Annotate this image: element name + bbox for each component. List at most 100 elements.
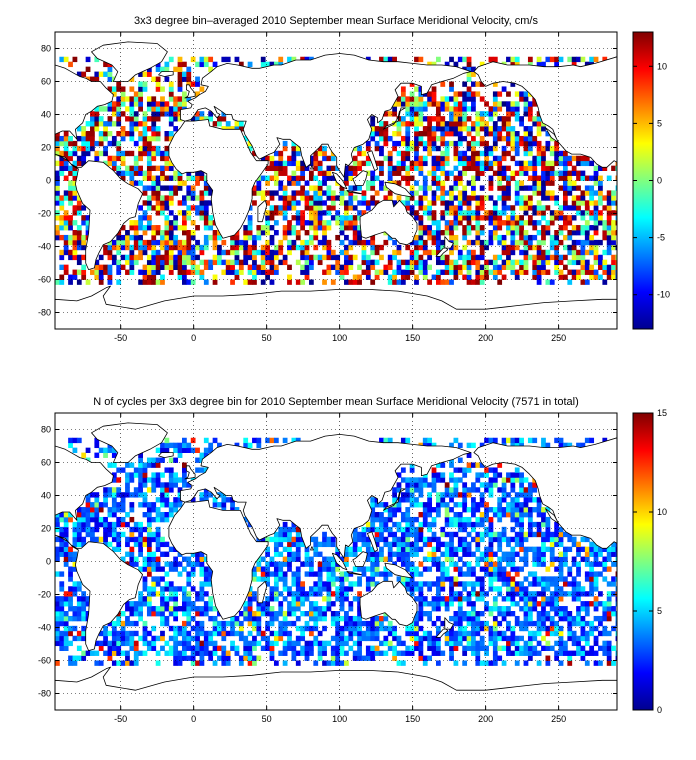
data-bin [409,106,415,112]
data-bin [76,536,82,543]
data-bin [317,571,323,577]
data-bin [160,264,165,270]
data-bin [457,140,463,147]
data-bin [558,596,564,602]
data-bin [182,635,187,642]
data-bin [291,180,297,186]
data-bin [400,497,406,503]
data-bin [606,239,612,246]
data-bin [85,56,91,63]
data-bin [462,502,468,508]
data-bin [155,116,161,122]
data-bin [471,126,476,132]
data-bin [501,244,507,251]
data-bin [103,269,108,275]
data-bin [120,150,126,157]
data-bin [265,645,270,651]
data-bin [536,220,542,226]
data-bin [182,239,187,246]
data-bin [510,215,516,221]
data-bin [103,61,108,68]
data-bin [103,135,108,142]
data-bin [370,244,376,251]
data-bin [107,650,113,656]
data-bin [387,507,393,513]
data-bin [611,239,616,246]
data-bin [615,541,617,548]
data-bin [466,507,472,513]
data-bin [532,581,538,587]
data-bin [453,581,459,587]
data-bin [265,581,270,587]
data-bin [409,531,415,538]
data-bin [265,190,270,196]
data-bin [479,591,485,597]
data-bin [81,635,87,642]
data-bin [392,106,397,112]
data-bin [295,660,301,666]
data-bin [300,190,306,196]
data-bin [212,274,218,280]
data-bin [453,145,459,152]
data-bin [129,606,135,612]
data-bin [471,71,476,77]
data-bin [414,101,419,107]
data-bin [558,615,564,622]
data-bin [488,131,494,137]
data-bin [230,259,235,266]
data-bin [440,180,446,186]
data-bin [506,576,511,582]
data-bin [414,254,419,261]
data-bin [208,66,214,72]
data-bin [457,126,463,132]
data-bin [68,150,73,157]
data-bin [545,56,551,63]
data-bin [203,61,209,68]
data-bin [225,630,231,637]
data-bin [151,625,157,632]
data-bin [506,140,511,147]
data-bin [527,516,533,523]
data-bin [142,225,148,231]
data-bin [173,645,179,651]
data-bin [116,536,122,543]
data-bin [168,56,174,63]
data-bin [453,175,459,181]
data-bin [103,264,108,270]
data-bin [335,546,341,552]
data-bin [409,571,415,577]
data-bin [471,106,476,112]
data-bin [155,86,161,92]
data-bin [457,254,463,261]
data-bin [177,660,183,666]
data-bin [138,234,143,241]
data-bin [138,526,143,533]
data-bin [94,650,100,656]
data-bin [357,601,362,607]
data-bin [479,170,485,176]
data-bin [435,101,441,107]
data-bin [593,244,599,251]
x-tick-label: 100 [332,333,347,343]
data-bin [138,279,143,285]
data-bin [55,516,60,523]
data-bin [313,155,319,162]
data-bin [63,244,69,251]
data-bin [514,101,520,107]
data-bin [63,234,69,241]
data-bin [111,546,117,552]
data-bin [269,61,275,68]
data-bin [182,101,187,107]
data-bin [440,190,446,196]
data-bin [471,591,476,597]
data-bin [549,150,555,157]
data-bin [160,106,165,112]
data-bin [357,606,362,612]
data-bin [462,596,468,602]
data-bin [427,101,433,107]
data-bin [387,170,393,176]
data-bin [116,234,122,241]
data-bin [440,601,446,607]
data-bin [527,111,533,117]
data-bin [129,225,135,231]
